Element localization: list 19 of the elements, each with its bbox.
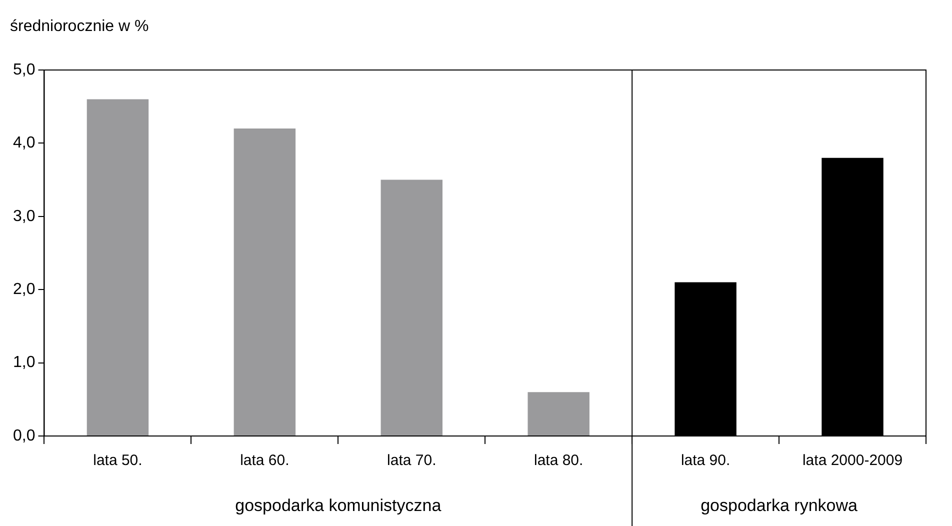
text: gospodarka rynkowa xyxy=(700,496,858,516)
y-tick-label: 2,0 xyxy=(12,281,36,298)
x-tick-label: lata 90. xyxy=(680,452,730,470)
y-axis-title: średniorocznie w % xyxy=(10,18,149,36)
y-tick-label: 1,0 xyxy=(12,354,36,372)
y-tick-label: 0,0 xyxy=(12,427,36,444)
y-tick-label: 5,0 xyxy=(12,61,36,78)
x-tick-label: lata 50. xyxy=(93,452,142,470)
x-tick-label: lata 80. xyxy=(534,452,584,470)
x-tick-label: lata 2000-2009 xyxy=(802,452,903,470)
y-tick-label: 4,0 xyxy=(12,134,36,152)
y-tick-label: 3,0 xyxy=(12,208,36,225)
bar xyxy=(234,128,296,436)
text: gospodarka komunistyczna xyxy=(235,496,442,516)
x-tick-label: lata 60. xyxy=(240,452,290,470)
bar xyxy=(528,392,590,436)
x-tick-label: lata 70. xyxy=(387,452,436,470)
bar xyxy=(380,180,443,436)
bar xyxy=(86,99,149,436)
